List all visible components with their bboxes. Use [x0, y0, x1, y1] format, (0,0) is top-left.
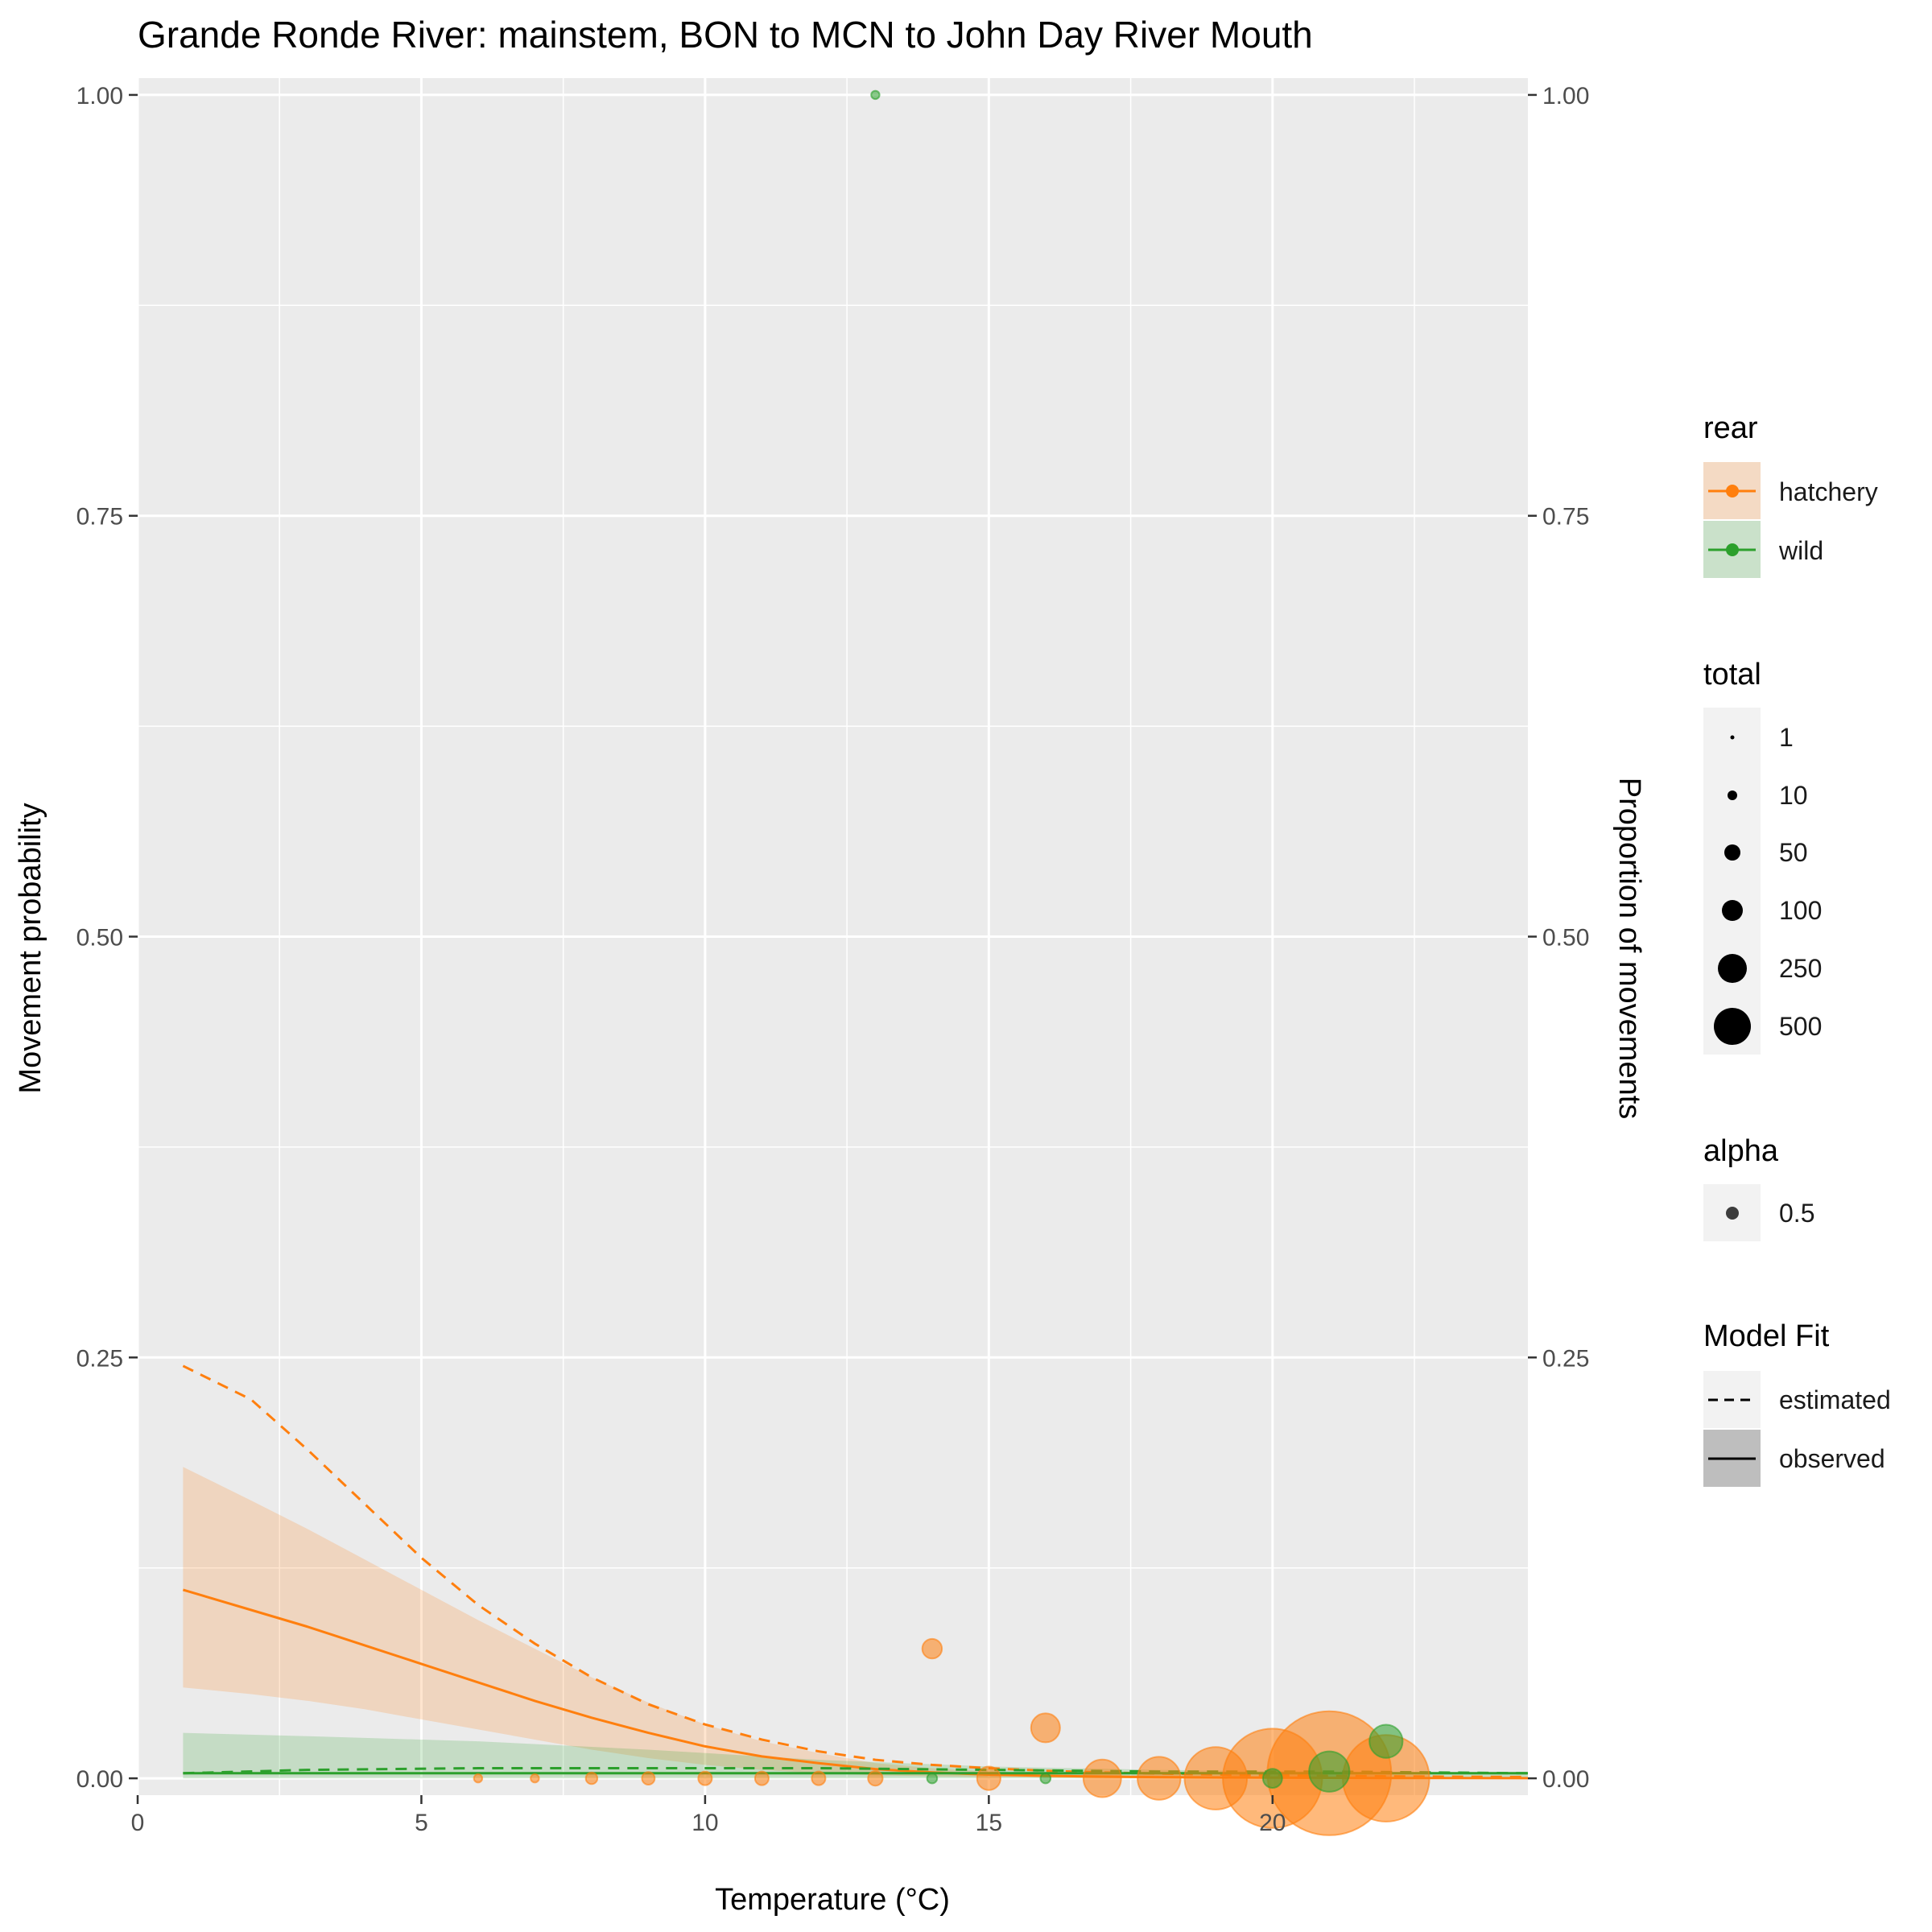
legend-label-estimated: estimated [1779, 1385, 1891, 1414]
legend-key-alpha-point [1726, 1207, 1739, 1220]
legend-label-hatchery: hatchery [1779, 477, 1878, 506]
chart-title: Grande Ronde River: mainstem, BON to MCN… [138, 14, 1313, 56]
y-tick-label-right: 0.25 [1542, 1345, 1589, 1372]
x-tick-label: 15 [976, 1810, 1002, 1836]
legend-key-total-100 [1722, 900, 1743, 921]
data-point-hatchery [530, 1773, 540, 1784]
data-point-wild [870, 89, 881, 101]
ci-band-hatchery [183, 1467, 1528, 1779]
legend-label-alpha: 0.5 [1779, 1199, 1814, 1228]
x-tick-label: 10 [691, 1810, 718, 1836]
legend-key-hatchery-point [1726, 485, 1739, 497]
legend-label-wild: wild [1778, 536, 1823, 565]
data-point-wild [1039, 1772, 1052, 1785]
legend-key-total-500 [1714, 1008, 1751, 1045]
y-axis-title-right: Proportion of movements [1612, 778, 1646, 1120]
y-tick-label-left: 1.00 [76, 83, 123, 109]
data-point-wild [1368, 1724, 1404, 1759]
legend-key-total-10 [1728, 791, 1737, 800]
data-point-wild [926, 1772, 939, 1785]
legend-label-total-50: 50 [1779, 838, 1808, 867]
legend-key-total-1 [1730, 735, 1735, 740]
y-tick-label-left: 0.25 [76, 1345, 123, 1372]
y-tick-label-right: 0.50 [1542, 925, 1589, 952]
data-point-hatchery [753, 1770, 770, 1786]
y-tick-label-left: 0.50 [76, 925, 123, 952]
observed-points [473, 89, 1430, 1836]
legend-key-total-bg [1703, 708, 1761, 1055]
axes: 0 5 10 15 20 0.00 0.00 0.25 0.25 0.50 0.50 0.75 0.75… [76, 83, 1590, 1836]
confidence-bands [183, 1467, 1528, 1779]
data-point-hatchery [976, 1765, 1001, 1791]
legend-title-alpha: alpha [1703, 1134, 1779, 1168]
legend-label-total-10: 10 [1779, 781, 1808, 810]
legend-label-total-250: 250 [1779, 954, 1822, 983]
legend-label-total-500: 500 [1779, 1012, 1822, 1041]
legend-title-total: total [1703, 658, 1761, 691]
data-point-wild [1261, 1768, 1283, 1790]
x-axis-title: Temperature (°C) [715, 1883, 950, 1917]
ci-band-wild [183, 1732, 1528, 1779]
legend-key-total-250 [1718, 954, 1747, 983]
y-tick-label-right: 1.00 [1542, 83, 1589, 109]
legend-label-total-100: 100 [1779, 896, 1822, 925]
y-tick-label-left: 0.00 [76, 1766, 123, 1793]
legend-label-total-1: 1 [1779, 723, 1794, 752]
y-tick-label-right: 0.00 [1542, 1766, 1589, 1793]
data-point-hatchery [641, 1771, 656, 1786]
x-tick-label: 5 [415, 1810, 428, 1836]
y-tick-label-left: 0.75 [76, 504, 123, 530]
data-point-hatchery [921, 1637, 943, 1660]
legend: rear hatchery wild total 1 10 50 100 250… [1703, 411, 1891, 1487]
data-point-hatchery [584, 1771, 599, 1785]
legend-key-total-50 [1724, 844, 1740, 861]
data-point-hatchery [1030, 1712, 1061, 1744]
data-point-hatchery [867, 1770, 884, 1787]
data-point-hatchery [811, 1770, 827, 1786]
data-point-hatchery [697, 1770, 713, 1786]
data-point-hatchery [1137, 1756, 1182, 1801]
data-point-hatchery [1082, 1758, 1122, 1798]
x-tick-label: 20 [1259, 1810, 1286, 1836]
y-tick-label-right: 0.75 [1542, 504, 1589, 530]
legend-key-wild-point [1726, 543, 1739, 556]
legend-label-observed: observed [1779, 1444, 1885, 1473]
legend-title-rear: rear [1703, 411, 1758, 445]
y-axis-title: Movement probability [14, 803, 47, 1093]
legend-title-model-fit: Model Fit [1703, 1319, 1830, 1353]
data-point-wild [1308, 1750, 1351, 1793]
x-tick-label: 0 [131, 1810, 145, 1836]
data-point-hatchery [473, 1773, 484, 1784]
